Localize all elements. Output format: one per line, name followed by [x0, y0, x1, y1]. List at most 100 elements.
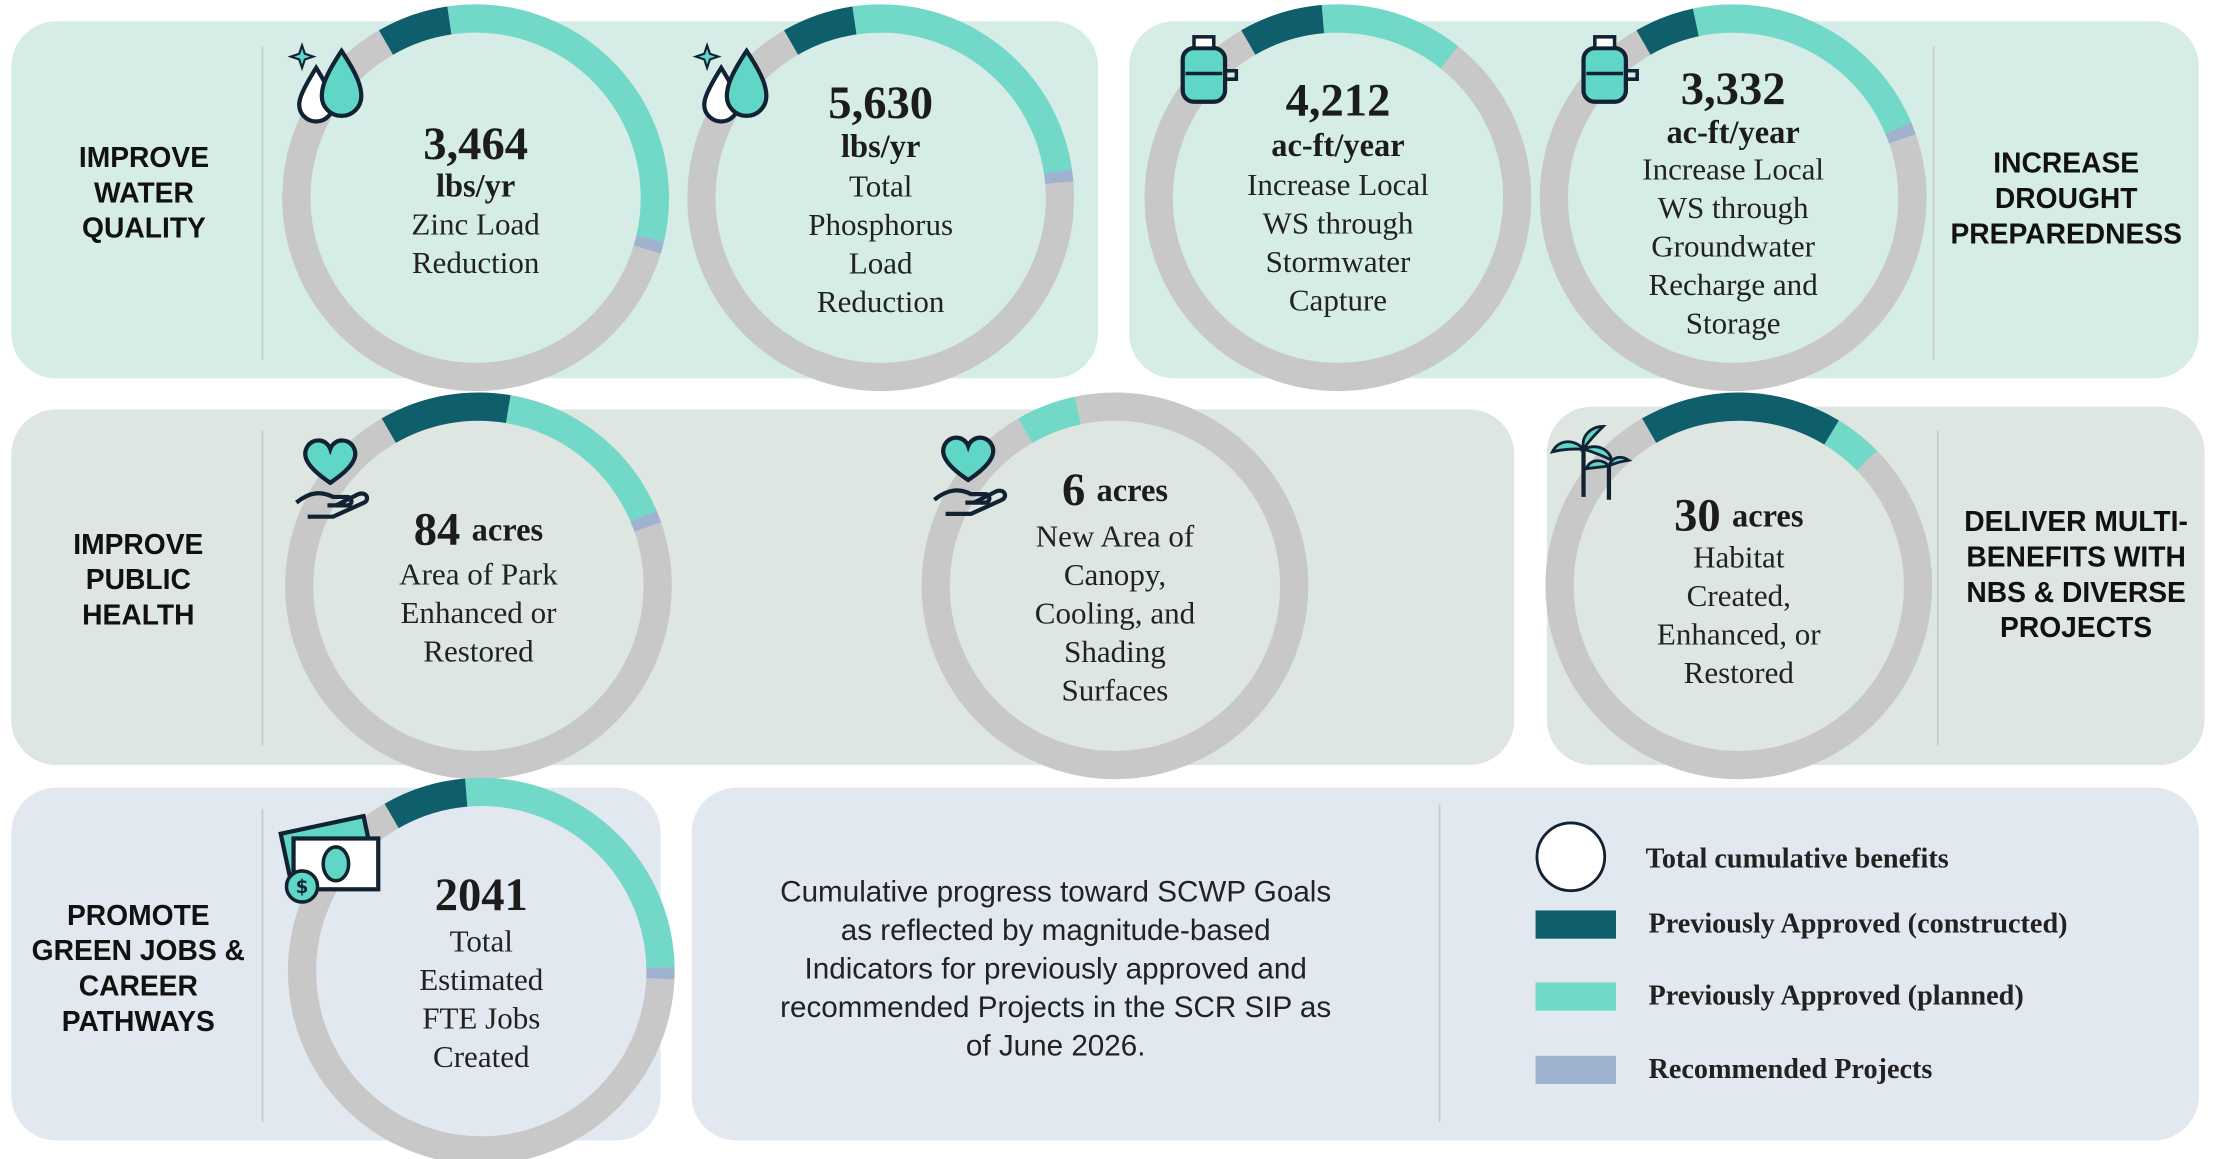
ring-segment [1044, 169, 1074, 185]
legend-label: Previously Approved (planned) [1648, 980, 2023, 1011]
goal-label: BENEFITS WITH [1966, 540, 2185, 572]
indicator-description: Increase Local [1642, 151, 1824, 186]
goal-label: NBS & DIVERSE [1966, 576, 2186, 608]
indicator-value: 4,212 [1286, 75, 1391, 126]
legend-swatch [1535, 1055, 1616, 1085]
indicator-value: 3,464 [423, 119, 528, 170]
ring-segment [1642, 392, 1839, 445]
money-icon: $ [278, 813, 381, 904]
ring-segment [384, 778, 468, 829]
ring-segment [505, 395, 657, 523]
ring-segment [447, 4, 669, 242]
indicator-description: Total [849, 168, 912, 203]
water-icon [287, 41, 364, 124]
indicator-value-line: 2041 [435, 870, 528, 921]
indicator-description: Created [433, 1039, 530, 1074]
indicator-description: Reduction [412, 245, 540, 280]
palm-icon [1549, 424, 1633, 500]
note-line: Cumulative progress toward SCWP Goals [780, 875, 1331, 908]
ring-segment [1885, 122, 1916, 144]
indicator-description: Capture [1289, 283, 1387, 318]
note-line: as reflected by magnitude-based [841, 914, 1271, 947]
panel [11, 21, 1099, 379]
indicator-description: Increase Local [1247, 167, 1429, 202]
ring-segment [852, 4, 1072, 174]
indicator-value: 84 [414, 504, 461, 555]
ring-segment [630, 510, 662, 532]
indicator-value-line: 30 acres [1674, 490, 1803, 541]
indicator-unit: ac-ft/year [1666, 115, 1799, 151]
dividers [261, 46, 1939, 1123]
ring-segment [784, 6, 857, 55]
indicator-description: Habitat [1693, 540, 1785, 575]
indicator-value-line: 84 acres [414, 504, 543, 555]
indicator-value: 6 [1062, 465, 1085, 516]
indicator-value: 30 [1674, 490, 1721, 541]
goal-label: PREPAREDNESS [1950, 217, 2182, 249]
legend-label: Recommended Projects [1648, 1054, 1932, 1085]
indicator-unit: ac-ft/year [1271, 128, 1404, 164]
ring-segment [378, 6, 452, 55]
ring-segment [465, 777, 675, 968]
panel [691, 787, 2199, 1141]
tank-icon [1180, 35, 1239, 104]
indicator-description: WS through [1658, 190, 1809, 225]
indicator-value-line: 6 acres [1062, 465, 1168, 516]
indicator-description: Enhanced or [400, 595, 557, 630]
indicator-description: Area of Park [399, 557, 558, 592]
indicator-description: New Area of [1036, 518, 1195, 553]
legend-label: Total cumulative benefits [1646, 844, 1949, 875]
indicator-description: Restored [423, 634, 534, 669]
goal-label: IMPROVE [73, 528, 203, 560]
goal-label: DELIVER MULTI- [1964, 505, 2188, 537]
panel [1546, 406, 2205, 766]
goal-label: IMPROVE [79, 141, 209, 173]
indicator-description: Groundwater [1651, 229, 1815, 264]
goal-label: HEALTH [82, 598, 194, 630]
rings [282, 4, 1933, 1159]
note-line: of June 2026. [966, 1029, 1146, 1062]
indicator-unit: lbs/yr [436, 169, 515, 205]
indicator-description: Shading [1064, 634, 1166, 669]
ring-segment [633, 235, 664, 254]
legend-swatch [1535, 982, 1616, 1011]
indicator-value: 2041 [435, 870, 528, 921]
indicator-value: 3,332 [1681, 64, 1786, 115]
indicator-unit: acres [472, 513, 543, 549]
legend-swatch [1535, 910, 1616, 939]
indicator-description: Phosphorus [808, 207, 953, 242]
indicator-unit: lbs/yr [841, 129, 920, 165]
goal-label: CAREER [79, 970, 198, 1002]
heart-hand-icon [295, 438, 370, 519]
note-line: recommended Projects in the SCR SIP as [780, 991, 1331, 1024]
indicator-description: Estimated [419, 962, 544, 997]
indicator-description: Cooling, and [1035, 595, 1196, 630]
heart-hand-icon [932, 435, 1008, 516]
ring-segment [1824, 420, 1877, 471]
indicator-description: Reduction [817, 284, 945, 319]
indicator-description: Restored [1684, 655, 1795, 690]
indicator-description: Surfaces [1062, 673, 1169, 708]
indicator-description: Created, [1687, 578, 1791, 613]
indicator-description: Storage [1686, 306, 1781, 341]
indicator-description: Recharge and [1649, 267, 1819, 302]
note-line: Indicators for previously approved and [805, 952, 1307, 985]
goal-label: DROUGHT [1995, 182, 2138, 214]
goal-label: QUALITY [82, 212, 206, 244]
indicator-description: Enhanced, or [1657, 617, 1821, 652]
tank-icon [1581, 35, 1639, 104]
indicator-description: Stormwater [1266, 244, 1411, 279]
indicator-unit: acres [1732, 499, 1803, 535]
ring-segment [1241, 5, 1325, 55]
panel [11, 787, 661, 1141]
goal-label: INCREASE [1993, 147, 2139, 179]
goal-label: GREEN JOBS & [32, 934, 245, 966]
panel [1129, 21, 2199, 379]
svg-text:$: $ [296, 877, 309, 898]
legend-symbol-circle [1535, 821, 1607, 893]
goal-label: PROJECTS [2000, 611, 2152, 643]
indicator-description: Canopy, [1064, 557, 1166, 592]
texts: IMPROVEWATERQUALITYINCREASEDROUGHTPREPAR… [32, 64, 2188, 1085]
